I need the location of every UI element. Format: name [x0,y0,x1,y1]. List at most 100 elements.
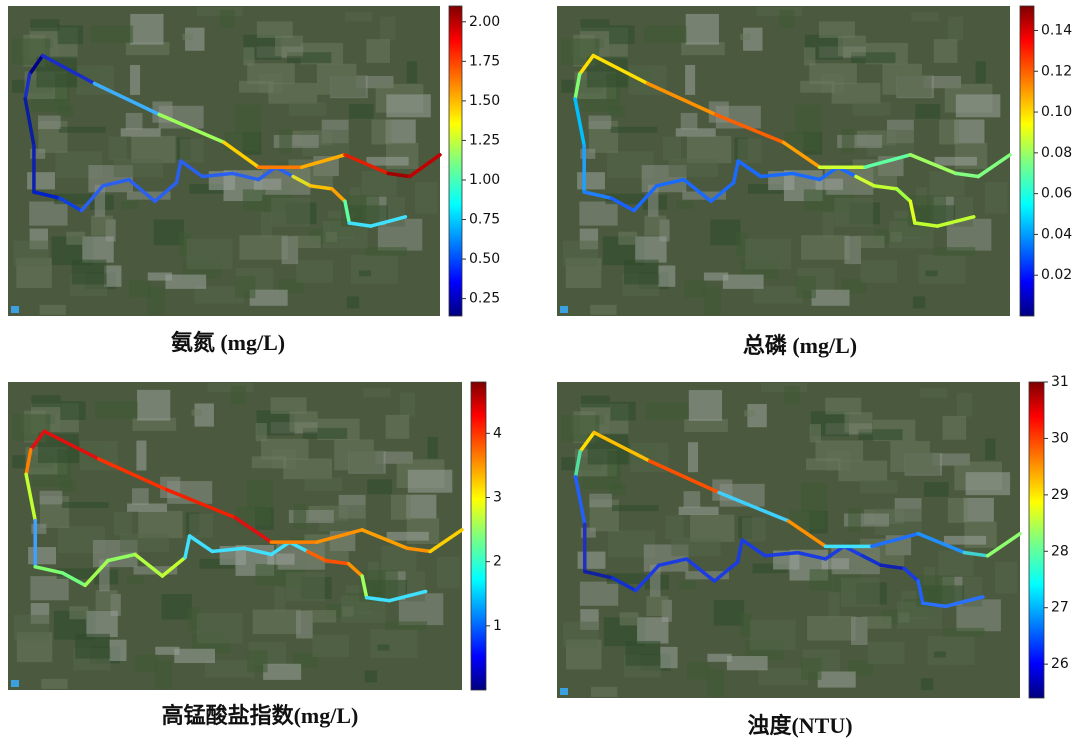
map-texture [223,131,259,151]
map-texture [915,104,941,119]
map-texture [363,388,391,398]
route-segment [592,430,652,463]
map-texture [285,572,325,602]
route-segment [895,187,913,204]
route-segment [902,566,920,583]
route-segment [308,184,334,191]
map-texture [61,501,109,508]
map-logo [560,306,568,313]
map-texture [348,104,374,119]
colorbar-tick-label: 29 [1051,487,1069,503]
map-texture [938,550,974,576]
map-texture [684,280,707,298]
map-texture [722,274,764,289]
map-texture [646,595,669,617]
map-texture [809,63,857,85]
route-segment [256,165,278,182]
map-texture [713,599,745,626]
map-texture [665,515,684,540]
map-texture [256,21,293,38]
map-texture [841,128,855,154]
route-segment [573,72,582,101]
route-segment [953,171,981,179]
map-texture [29,201,68,226]
map-texture [366,156,409,166]
map-texture [618,231,638,245]
map-texture [947,16,964,41]
route-segment [921,601,948,609]
route-segment [985,531,1022,558]
map-texture [186,238,233,270]
route-segment [165,488,237,520]
route-segment [860,554,883,568]
map-texture [274,586,286,613]
map-texture [330,74,366,98]
route-segment [305,549,328,563]
route-segment [573,97,586,148]
map-texture [125,112,143,130]
route-segment [291,174,313,188]
map-texture [859,480,898,494]
map-texture [242,189,266,211]
map-texture [590,304,617,315]
map-texture [825,397,862,415]
map-texture [179,138,204,163]
map-texture [637,617,669,644]
map-texture [927,636,975,666]
map-texture [675,201,693,210]
map-texture [154,661,173,689]
map-texture [662,136,681,161]
map-texture [12,414,51,441]
map-texture [683,491,701,508]
map-texture [296,260,333,283]
route-segment [187,534,215,554]
map-texture [165,274,207,289]
map-texture [283,458,333,480]
map-texture [207,382,254,392]
map-texture [684,418,728,432]
map-texture [147,272,173,281]
colorbar-tick-label: 1.50 [469,93,500,109]
route-segment [369,215,408,228]
colorbar-tick-label: 31 [1051,374,1069,390]
map-texture [942,627,985,637]
map-texture [740,613,753,638]
map-texture [821,558,850,570]
route-segment [42,429,101,461]
map-texture [710,219,741,246]
route-segment [97,457,169,492]
map-texture [815,440,864,462]
map-texture [577,172,605,190]
map-logo [11,306,19,313]
map-texture [985,438,996,461]
route-segment [386,171,412,179]
route-segment [654,177,686,188]
panel-title: 高锰酸盐指数(mg/L) [162,703,359,728]
map-texture [562,240,598,267]
route-segment [790,171,822,182]
map-texture [71,259,107,285]
map-texture [247,63,295,85]
route-segment [944,595,985,609]
map-texture [103,265,122,287]
map-texture [54,193,93,205]
route-segment [343,199,352,225]
route-segment [609,196,636,213]
map-texture [189,513,213,538]
map-texture [268,83,318,104]
map-texture [196,612,243,644]
route-segment [33,565,65,575]
route-segment [364,595,392,603]
map-texture [56,568,95,579]
map-panel [8,6,442,316]
map-texture [75,633,110,659]
map-texture [817,671,856,688]
map-texture [219,9,235,29]
map-texture [147,287,165,315]
colorbar-tick-label: 0.10 [1041,104,1072,120]
map-texture [69,606,89,620]
map-texture [934,156,977,166]
map-texture [109,639,127,661]
map-texture [801,482,828,512]
route-segment [577,53,595,76]
